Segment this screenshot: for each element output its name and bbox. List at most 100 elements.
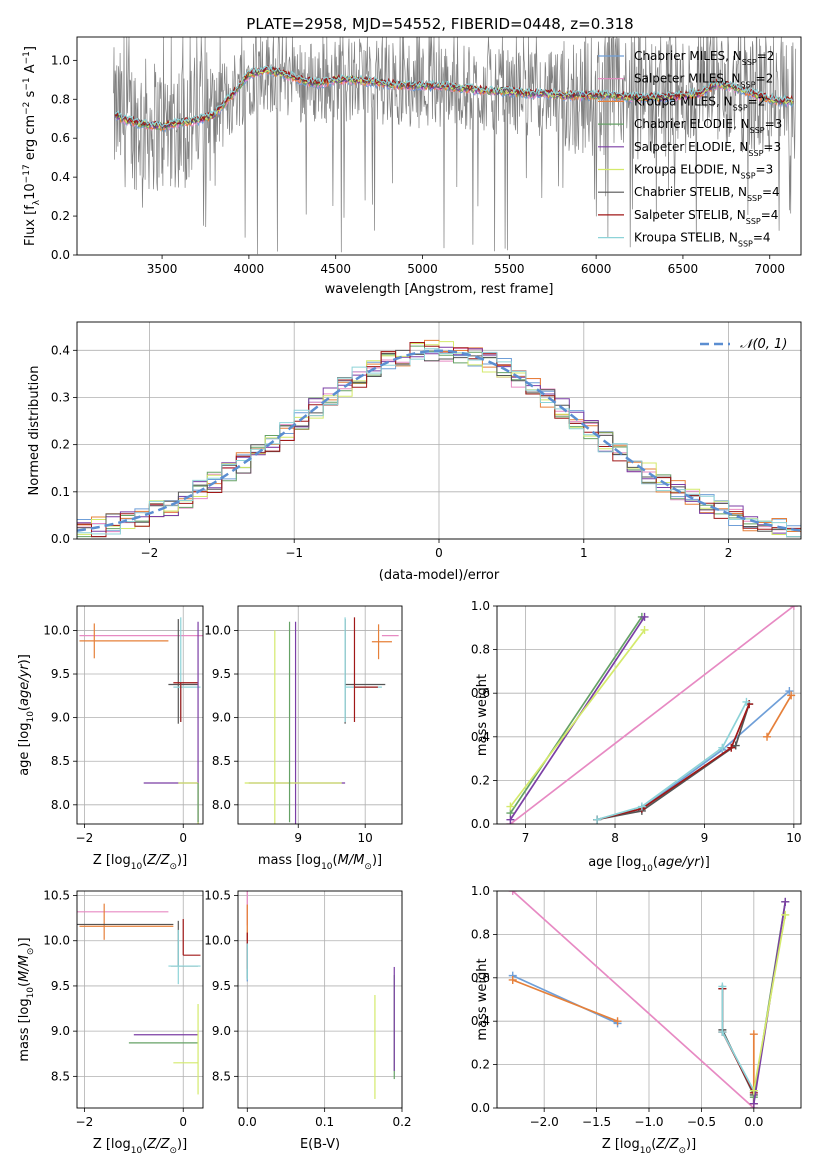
y-tick-label: 9.5	[51, 979, 70, 993]
mass-vs-ebv-plot-area	[246, 891, 395, 1099]
y-tick-label: 1.0	[471, 599, 490, 613]
weight-line	[596, 703, 750, 821]
x-tick-label: 0.2	[392, 1115, 411, 1129]
weight-marker	[508, 891, 517, 895]
y-tick-label: 8.5	[212, 754, 231, 768]
weight-line	[509, 616, 643, 814]
weight-marker	[781, 897, 790, 906]
legend-label: Salpeter STELIB, NSSP=4	[634, 208, 778, 226]
spectrum-xlabel: wavelength [Angstrom, rest frame]	[325, 282, 554, 297]
weight-vs-Z-plot-area	[508, 891, 790, 1108]
weight-line	[509, 606, 795, 824]
legend-label: Chabrier STELIB, NSSP=4	[634, 185, 780, 203]
y-tick-label: 0.4	[51, 343, 70, 357]
y-tick-label: 0.1	[51, 485, 70, 499]
axes-frame	[496, 890, 802, 1109]
y-tick-label: 8.5	[51, 754, 70, 768]
weight-vs-Z-ylabel: mass weight	[475, 958, 490, 1040]
weight-line	[596, 701, 748, 821]
age-vs-Z-panel: −2 0 8.0 8.5 9.0 9.5 10.0 Z [log10(Z/Z⊙)] age [l…	[17, 605, 204, 872]
x-tick-label: 9	[294, 831, 302, 845]
y-tick-label: 0.0	[471, 1101, 490, 1115]
legend-label: Salpeter MILES, NSSP=2	[634, 72, 773, 90]
weight-marker	[789, 606, 798, 610]
y-tick-label: 0.8	[471, 927, 490, 941]
weight-marker	[787, 691, 796, 700]
weight-line	[512, 891, 755, 1108]
legend-label: Kroupa MILES, NSSP=2	[634, 94, 765, 112]
y-tick-label: 0.4	[471, 1014, 490, 1028]
legend-label: Chabrier MILES, NSSP=2	[634, 49, 774, 67]
weight-marker	[718, 982, 727, 991]
weight-marker	[506, 802, 515, 811]
age-vs-Z-xlabel: Z [log10(Z/Z⊙)]	[93, 853, 187, 872]
weight-line	[596, 690, 790, 821]
mass-vs-Z-ylabel: mass [log10(M/M⊙)]	[17, 937, 36, 1061]
x-tick-label: 0.1	[315, 1115, 334, 1129]
weight-marker	[718, 743, 727, 752]
weight-line	[766, 694, 792, 738]
weight-marker	[749, 1086, 758, 1095]
weight-vs-age-xlabel: age [log10(age/yr)]	[588, 855, 710, 874]
y-tick-label: 0.0	[471, 817, 490, 831]
y-tick-label: 10.0	[43, 623, 70, 637]
x-tick-label: 3500	[147, 262, 178, 276]
x-tick-label: 10	[358, 831, 373, 845]
y-tick-label: 10.0	[204, 623, 231, 637]
weight-line	[509, 629, 646, 808]
age-vs-mass-xlabel: mass [log10(M/M⊙)]	[258, 853, 382, 872]
mass-vs-Z-xlabel: Z [log10(Z/Z⊙)]	[93, 1137, 187, 1156]
weight-line	[752, 914, 787, 1091]
y-tick-label: 9.5	[212, 979, 231, 993]
y-tick-label: 9.0	[212, 1024, 231, 1038]
y-tick-label: 0.4	[471, 730, 490, 744]
axes-frame	[76, 605, 204, 825]
axes-frame	[496, 605, 802, 825]
spectrum-plot-area	[113, 37, 797, 255]
weight-marker	[718, 1028, 727, 1037]
weight-vs-Z-xlabel: Z [log10(Z/Z⊙)]	[602, 1137, 696, 1156]
y-tick-label: 9.5	[51, 667, 70, 681]
spectrum-panel: 3500 4000 4500 5000 5500 6000 6500 7000 0.0 0.2 0.…	[22, 36, 802, 297]
y-tick-label: 0.6	[51, 131, 70, 145]
x-tick-label: 8	[611, 831, 619, 845]
weight-marker	[727, 743, 736, 752]
y-tick-label: 0.4	[51, 170, 70, 184]
y-tick-label: 9.5	[212, 667, 231, 681]
y-tick-label: 0.2	[51, 209, 70, 223]
axes-frame	[76, 321, 802, 540]
weight-line	[596, 703, 750, 821]
x-tick-label: −2	[141, 546, 159, 560]
legend-label: 𝒩(0, 1)	[740, 337, 787, 352]
mass-vs-Z-panel: −2 0 8.5 9.0 9.5 10.0 10.5 Z [log10(Z/Z⊙)] mass …	[17, 889, 204, 1156]
y-tick-label: 1.0	[51, 53, 70, 67]
weight-marker	[763, 732, 772, 741]
plot-layer: 3500 4000 4500 5000 5500 6000 6500 70000.00.20.…	[17, 36, 802, 1156]
y-tick-label: 0.2	[471, 1058, 490, 1072]
y-tick-label: 9.0	[51, 1024, 70, 1038]
x-tick-label: −1	[285, 546, 303, 560]
mass-vs-ebv-panel: 0.0 0.1 0.2 8.5 9.0 9.5 10.0 10.5 E(B-V)	[204, 889, 411, 1152]
weight-vs-age-panel: 7 8 9 10 0.0 0.2 0.4 0.6 0.8 1.0 age [log10(age/yr…	[471, 599, 802, 874]
weight-marker	[593, 815, 602, 824]
x-tick-label: −0.5	[687, 1115, 716, 1129]
weight-line	[512, 974, 618, 1025]
y-tick-label: 0.3	[51, 390, 70, 404]
y-tick-label: 8.0	[212, 798, 231, 812]
y-tick-label: 8.0	[51, 798, 70, 812]
axes-frame	[76, 890, 204, 1109]
weight-marker	[742, 697, 751, 706]
axes-frame	[76, 36, 802, 256]
x-tick-label: 6500	[668, 262, 699, 276]
axes-frame	[237, 605, 403, 825]
weight-vs-Z-panel: −2.0 −1.5 −1.0 −0.5 0.0 0.0 0.2 0.4 0.6 0.8 1.0 Z […	[471, 884, 802, 1156]
x-tick-label: 7	[522, 831, 530, 845]
y-tick-label: 0.6	[471, 686, 490, 700]
y-tick-label: 0.0	[51, 248, 70, 262]
x-tick-label: 7000	[754, 262, 785, 276]
weight-marker	[613, 1017, 622, 1026]
x-tick-label: 0	[435, 546, 443, 560]
y-tick-label: 8.5	[51, 1069, 70, 1083]
y-tick-label: 0.8	[51, 92, 70, 106]
